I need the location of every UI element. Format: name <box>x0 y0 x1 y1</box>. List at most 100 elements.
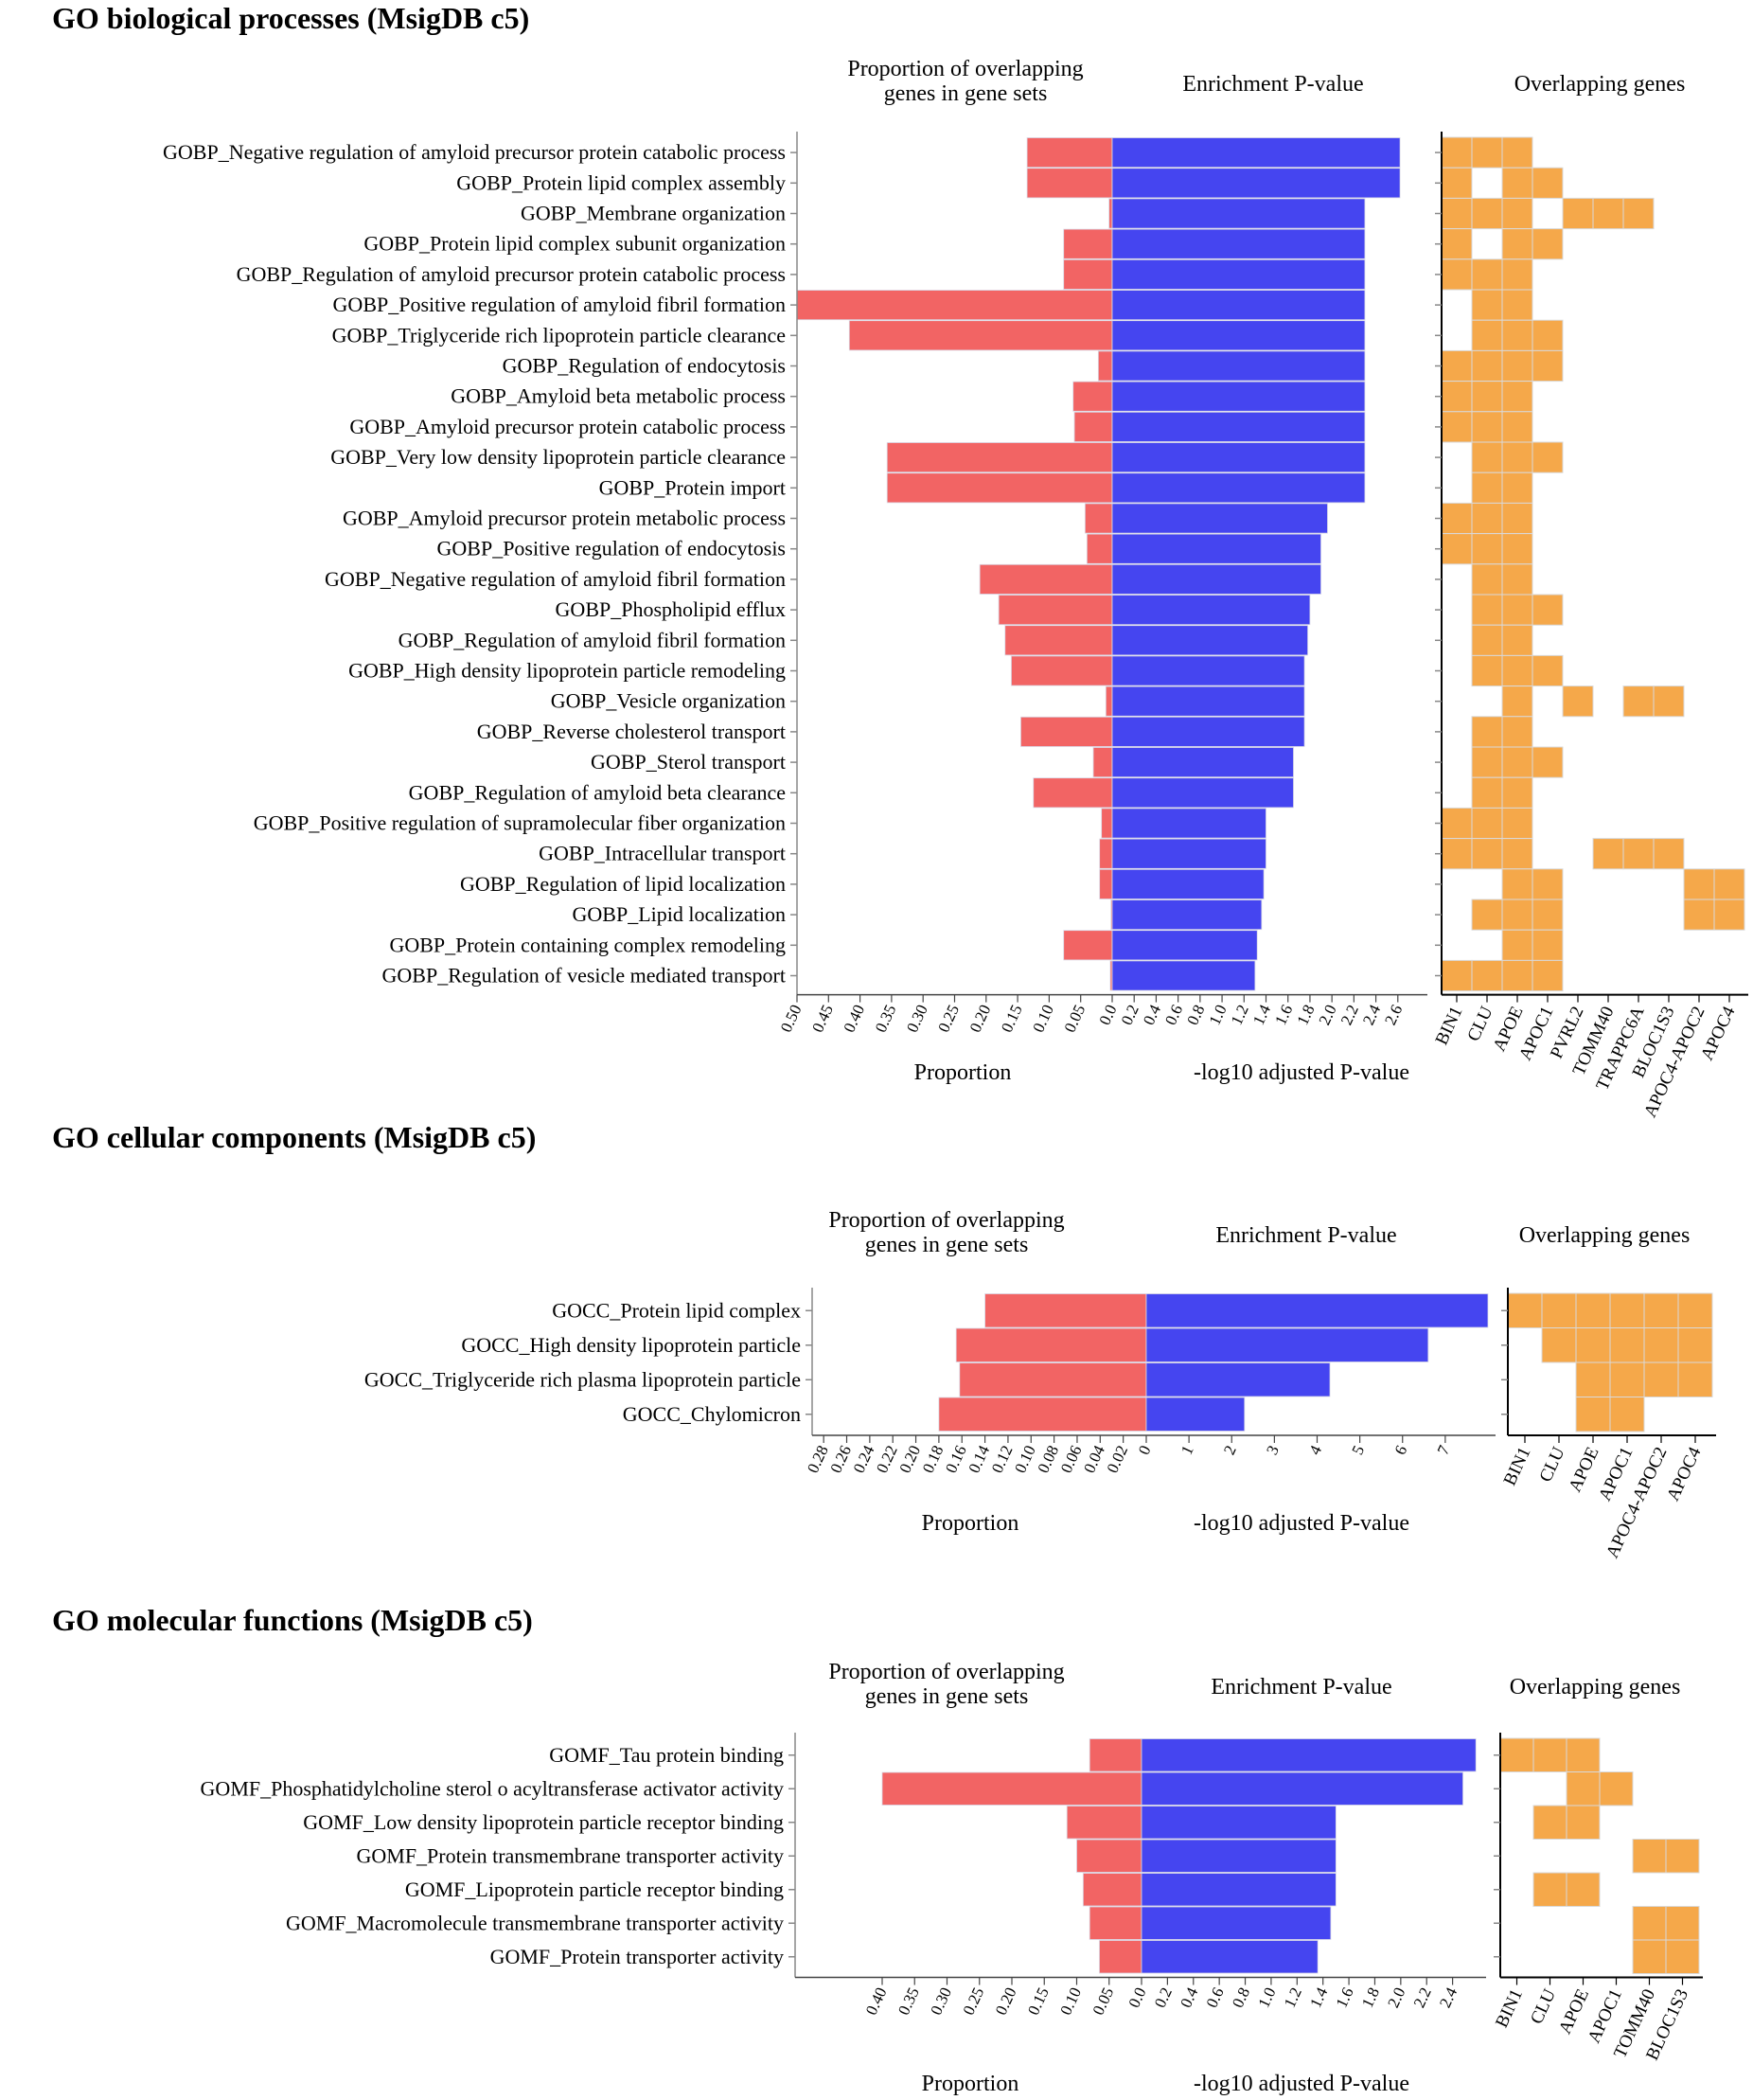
gene-cell <box>1532 654 1564 687</box>
gene-cell <box>1501 136 1533 169</box>
proportion-tick-label: 0.12 <box>988 1443 1017 1476</box>
gene-cell <box>1632 1939 1667 1974</box>
gene-cell <box>1632 1906 1667 1941</box>
pvalue-tick-label: 1.8 <box>1293 1002 1318 1027</box>
gene-cell <box>1609 1361 1645 1397</box>
gene-cell <box>1471 533 1503 565</box>
gene-cell <box>1501 533 1533 565</box>
gene-cell <box>1532 228 1564 260</box>
gene-cell <box>1501 289 1533 321</box>
pvalue-bar <box>1145 1362 1331 1397</box>
gene-cell <box>1441 197 1473 230</box>
proportion-tick-label: 0.08 <box>1034 1443 1062 1476</box>
gene-cell <box>1471 716 1503 748</box>
pvalue-tick-label: 1.2 <box>1228 1002 1252 1027</box>
gene-cell <box>1713 899 1745 931</box>
gene-cell <box>1592 197 1624 230</box>
proportion-tick-label: 0.26 <box>826 1443 855 1476</box>
row-label: GOBP_Positive regulation of endocytosis <box>437 537 786 561</box>
gene-cell <box>1566 1805 1601 1840</box>
gene-cell <box>1501 838 1533 870</box>
gene-label: CLU <box>1535 1444 1568 1486</box>
gene-label: CLU <box>1527 1985 1560 2027</box>
proportion-bar <box>1063 228 1113 259</box>
proportion-tick-label: 0 <box>1135 1443 1155 1458</box>
pvalue-tick-label: 2.2 <box>1337 1002 1362 1027</box>
gene-cell <box>1471 838 1503 870</box>
pvalue-bar <box>1111 411 1366 442</box>
gene-cell <box>1713 868 1745 900</box>
proportion-bar <box>1099 1940 1142 1974</box>
gene-cell <box>1532 746 1564 778</box>
row-label: GOBP_Amyloid precursor protein metabolic… <box>343 507 786 530</box>
gene-cell <box>1532 868 1564 900</box>
gene-cell <box>1677 1292 1713 1328</box>
pvalue-bar <box>1111 808 1266 839</box>
gene-cell <box>1471 258 1503 291</box>
pvalue-tick-label: 2.4 <box>1359 1002 1384 1028</box>
gene-cell <box>1566 1737 1601 1772</box>
gene-cell <box>1441 838 1473 870</box>
pvalue-tick-label: 2.4 <box>1436 1984 1461 2011</box>
gene-cell <box>1501 228 1533 260</box>
proportion-bar <box>1105 685 1113 717</box>
gene-cell <box>1501 685 1533 718</box>
pvalue-tick-label: 1.4 <box>1249 1002 1274 1028</box>
pvalue-tick-label: 0.2 <box>1151 1984 1176 2010</box>
proportion-bar <box>959 1362 1147 1397</box>
pvalue-bar <box>1141 1906 1332 1940</box>
row-label: GOBP_Triglyceride rich lipoprotein parti… <box>332 323 786 347</box>
gene-cell <box>1643 1292 1679 1328</box>
proportion-tick-label: 0.0 <box>1124 1984 1149 2010</box>
gene-cell <box>1471 807 1503 840</box>
header-genes: Overlapping genes <box>1510 1675 1681 1700</box>
gene-cell <box>1471 319 1503 351</box>
header-pvalue: Enrichment P-value <box>1182 72 1363 97</box>
gene-cell <box>1562 685 1594 718</box>
row-label: GOBP_Sterol transport <box>591 750 786 774</box>
pvalue-bar <box>1141 1738 1477 1772</box>
gene-cell <box>1471 441 1503 473</box>
gene-cell <box>1441 502 1473 535</box>
proportion-bar <box>886 442 1113 473</box>
pvalue-bar <box>1141 1940 1319 1974</box>
proportion-tick-label: 0.18 <box>919 1443 947 1476</box>
proportion-tick-label: 0.20 <box>992 1984 1020 2018</box>
proportion-bar <box>1082 1873 1142 1907</box>
proportion-tick-label: 0.30 <box>927 1984 955 2018</box>
gene-cell <box>1471 411 1503 443</box>
pvalue-tick-label: 4 <box>1305 1442 1325 1457</box>
proportion-tick-label: 0.25 <box>960 1984 988 2018</box>
gene-cell <box>1541 1292 1577 1328</box>
row-label: GOBP_Phospholipid efflux <box>556 597 786 621</box>
gene-cell <box>1471 197 1503 230</box>
gene-cell <box>1653 685 1685 718</box>
gene-cell <box>1501 381 1533 413</box>
pvalue-bar <box>1141 1771 1463 1806</box>
row-label: GOMF_Macromolecule transmembrane transpo… <box>286 1911 784 1934</box>
panel-3: GO molecular functions (MsigDB c5) Propor… <box>52 1603 1703 2096</box>
pvalue-tick-label: 0.4 <box>1177 1984 1201 2011</box>
proportion-tick-label: 0.40 <box>840 1002 868 1035</box>
row-label: GOBP_Protein containing complex remodeli… <box>389 933 786 956</box>
gene-cell <box>1643 1327 1679 1363</box>
proportion-tick-label: 0.15 <box>998 1002 1026 1035</box>
gene-cell <box>1532 1737 1567 1772</box>
gene-cell <box>1471 654 1503 687</box>
gene-cell <box>1501 411 1533 443</box>
gene-cell <box>1643 1361 1679 1397</box>
proportion-bar <box>1011 655 1113 686</box>
proportion-bar <box>979 563 1113 595</box>
gene-cell <box>1599 1771 1634 1806</box>
gene-cell <box>1609 1327 1645 1363</box>
row-label: GOBP_Amyloid beta metabolic process <box>451 384 786 408</box>
proportion-bar <box>1089 1738 1142 1772</box>
gene-cell <box>1471 472 1503 504</box>
row-label: GOBP_Regulation of vesicle mediated tran… <box>382 964 786 988</box>
header-proportion-line2: genes in gene sets <box>865 1233 1029 1257</box>
panel-title: GO molecular functions (MsigDB c5) <box>52 1603 533 1637</box>
gene-cell <box>1441 533 1473 565</box>
pvalue-tick-label: 2 <box>1220 1443 1240 1458</box>
gene-cell <box>1575 1292 1611 1328</box>
proportion-bar <box>1072 381 1113 412</box>
